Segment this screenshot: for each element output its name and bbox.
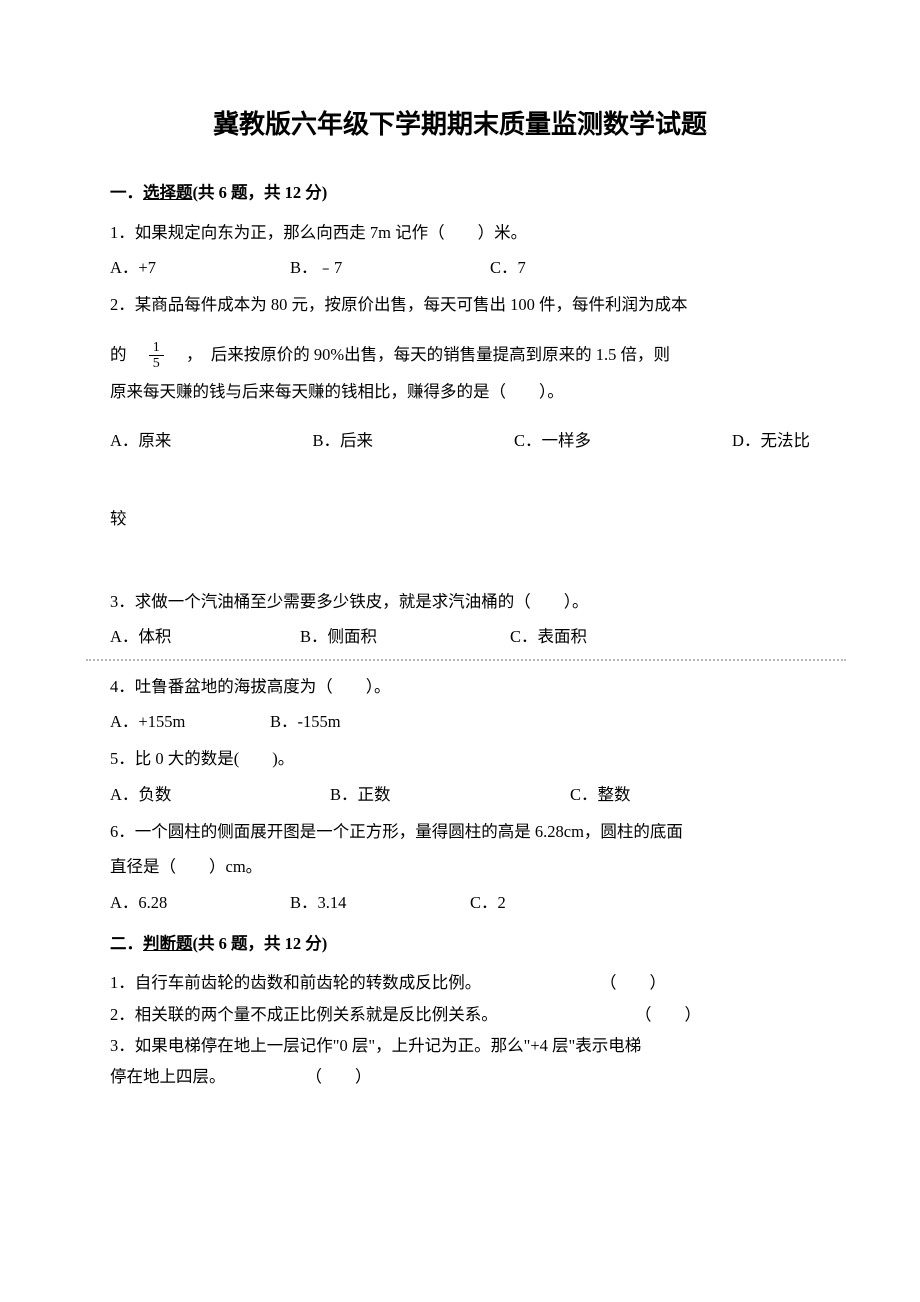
q6-opt-c: C．2: [470, 887, 506, 918]
q6-opt-a: A．6.28: [110, 887, 290, 918]
section-1-prefix: 一．: [110, 183, 143, 202]
tf3b-paren: （ ）: [306, 1061, 372, 1092]
q2-line2b: ， 后来按原价的 90%出售，每天的销售量提高到原来的 1.5 倍，则: [186, 345, 670, 364]
q6-opt-b: B．3.14: [290, 887, 470, 918]
exam-page: 冀教版六年级下学期期末质量监测数学试题 一．选择题(共 6 题，共 12 分) …: [0, 0, 920, 1302]
tf3b-text: 停在地上四层。: [110, 1061, 226, 1092]
question-6: 6．一个圆柱的侧面展开图是一个正方形，量得圆柱的高是 6.28cm，圆柱的底面 …: [110, 816, 810, 918]
question-5-options: A．负数 B．正数 C．整数: [110, 779, 810, 810]
question-3: 3．求做一个汽油桶至少需要多少铁皮，就是求汽油桶的（ ）。 A．体积 B．侧面积…: [110, 586, 810, 653]
q3-opt-a: A．体积: [110, 621, 300, 652]
q4-opt-b: B．-155m: [270, 706, 341, 737]
q1-opt-b: B．﹣7: [290, 252, 490, 283]
true-false-group: 1．自行车前齿轮的齿数和前齿轮的转数成反比例。 （ ） 2．相关联的两个量不成正…: [110, 967, 810, 1092]
q5-opt-a: A．负数: [110, 779, 330, 810]
question-6-options: A．6.28 B．3.14 C．2: [110, 887, 810, 918]
tf-3b: 停在地上四层。 （ ）: [110, 1061, 810, 1092]
tf3a-text: 3．如果电梯停在地上一层记作"0 层"，上升记为正。那么"+4 层"表示电梯: [110, 1030, 641, 1061]
q2-frac-num: 1: [149, 340, 164, 356]
section-1-name: 选择题: [143, 183, 193, 202]
question-6-line1: 6．一个圆柱的侧面展开图是一个正方形，量得圆柱的高是 6.28cm，圆柱的底面: [110, 816, 810, 847]
question-4: 4．吐鲁番盆地的海拔高度为（ ）。 A．+155m B．-155m: [110, 671, 810, 738]
section-2-name: 判断题: [143, 934, 193, 953]
tf1-paren: （ ）: [600, 967, 666, 998]
q3-opt-c: C．表面积: [510, 621, 587, 652]
q2-tail: 较: [110, 503, 810, 534]
question-4-options: A．+155m B．-155m: [110, 706, 810, 737]
question-2: 2．某商品每件成本为 80 元，按原价出售，每天可售出 100 件，每件利润为成…: [110, 289, 810, 579]
tf-3a: 3．如果电梯停在地上一层记作"0 层"，上升记为正。那么"+4 层"表示电梯: [110, 1030, 810, 1061]
section-2-suffix: (共 6 题，共 12 分): [193, 934, 328, 953]
tf1-text: 1．自行车前齿轮的齿数和前齿轮的转数成反比例。: [110, 967, 550, 998]
q3-opt-b: B．侧面积: [300, 621, 510, 652]
question-2-options: A．原来 B．后来 C．一样多 D．无法比: [110, 425, 810, 456]
q2-fraction: 1 5: [149, 340, 164, 372]
question-5: 5．比 0 大的数是( )。 A．负数 B．正数 C．整数: [110, 743, 810, 810]
q2-line2a: 的: [110, 345, 127, 364]
q2-opt-a: A．原来: [110, 425, 171, 456]
question-3-text: 3．求做一个汽油桶至少需要多少铁皮，就是求汽油桶的（ ）。: [110, 586, 810, 617]
question-2-line3: 原来每天赚的钱与后来每天赚的钱相比，赚得多的是（ ）。: [110, 376, 810, 407]
q2-opt-b: B．后来: [312, 425, 373, 456]
q2-frac-den: 5: [149, 356, 164, 371]
question-3-options: A．体积 B．侧面积 C．表面积: [110, 621, 810, 652]
question-1: 1．如果规定向东为正，那么向西走 7m 记作（ ）米。 A．+7 B．﹣7 C．…: [110, 217, 810, 284]
question-2-line2: 的 1 5 ， 后来按原价的 90%出售，每天的销售量提高到原来的 1.5 倍，…: [110, 339, 810, 372]
section-2-prefix: 二．: [110, 934, 143, 953]
q2-opt-c: C．一样多: [514, 425, 591, 456]
question-2-line1: 2．某商品每件成本为 80 元，按原价出售，每天可售出 100 件，每件利润为成…: [110, 289, 810, 320]
page-title: 冀教版六年级下学期期末质量监测数学试题: [110, 100, 810, 149]
q5-opt-c: C．整数: [570, 779, 631, 810]
tf-1: 1．自行车前齿轮的齿数和前齿轮的转数成反比例。 （ ）: [110, 967, 810, 998]
section-2-heading: 二．判断题(共 6 题，共 12 分): [110, 928, 810, 959]
section-1-heading: 一．选择题(共 6 题，共 12 分): [110, 177, 810, 208]
q2-opt-d: D．无法比: [732, 425, 810, 456]
tf2-text: 2．相关联的两个量不成正比例关系就是反比例关系。: [110, 999, 550, 1030]
question-1-options: A．+7 B．﹣7 C．7: [110, 252, 810, 283]
tf-2: 2．相关联的两个量不成正比例关系就是反比例关系。 （ ）: [110, 999, 810, 1030]
section-1-suffix: (共 6 题，共 12 分): [193, 183, 328, 202]
question-5-text: 5．比 0 大的数是( )。: [110, 743, 810, 774]
question-6-line2: 直径是（ ）cm。: [110, 851, 810, 882]
question-1-text: 1．如果规定向东为正，那么向西走 7m 记作（ ）米。: [110, 217, 810, 248]
q1-opt-c: C．7: [490, 252, 526, 283]
q5-opt-b: B．正数: [330, 779, 570, 810]
q4-opt-a: A．+155m: [110, 706, 270, 737]
divider-line: [86, 659, 846, 661]
tf2-paren: （ ）: [635, 999, 701, 1030]
question-4-text: 4．吐鲁番盆地的海拔高度为（ ）。: [110, 671, 810, 702]
q1-opt-a: A．+7: [110, 252, 290, 283]
